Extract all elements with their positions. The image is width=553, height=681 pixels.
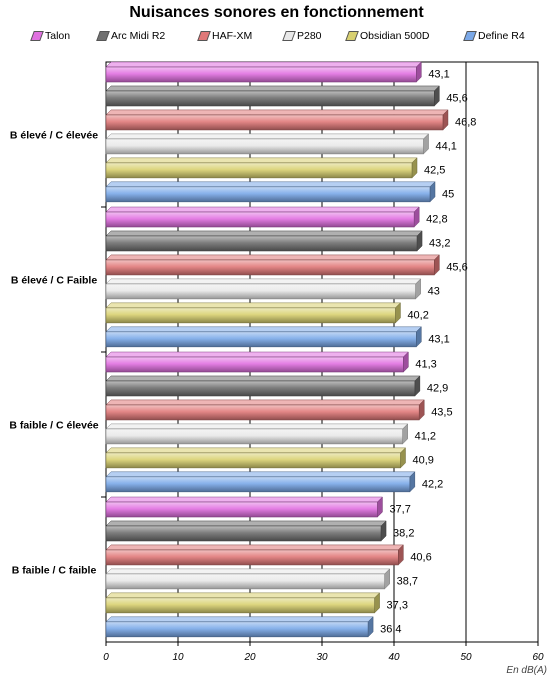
bar — [105, 356, 404, 373]
unit-label: En dB(A) — [506, 665, 547, 676]
bar — [105, 259, 435, 276]
category-label: B élevé / C élevée — [10, 130, 98, 142]
bar — [105, 307, 396, 324]
data-label: 45 — [442, 188, 454, 200]
bar-top-face — [105, 109, 449, 116]
bar-top-face — [105, 326, 422, 333]
bar — [105, 428, 403, 445]
bar-top-face — [105, 157, 418, 164]
data-label: 42,5 — [424, 164, 445, 176]
legend-item: Obsidian 500D — [345, 29, 430, 43]
bar-top-face — [105, 85, 440, 92]
bar-top-face — [105, 423, 409, 430]
bar — [105, 138, 424, 155]
category-label: B élevé / C Faible — [11, 275, 98, 287]
data-label: 41,3 — [415, 359, 436, 371]
data-label: 43,1 — [428, 333, 449, 345]
bar-top-face — [105, 206, 420, 213]
x-tick-label: 60 — [532, 652, 544, 663]
legend-item: HAF-XM — [197, 29, 253, 43]
data-label: 43,1 — [428, 69, 449, 81]
data-label: 45,6 — [446, 261, 467, 273]
data-label: 40,2 — [407, 309, 428, 321]
bar — [105, 549, 399, 566]
bar-top-face — [105, 375, 421, 382]
data-label: 42,8 — [426, 214, 447, 226]
legend-label: Define R4 — [478, 30, 525, 42]
bar-top-face — [105, 592, 381, 599]
bar — [105, 476, 411, 493]
legend-label: HAF-XM — [212, 30, 253, 42]
bar — [105, 90, 435, 107]
legend-item: Define R4 — [463, 29, 525, 43]
bar — [105, 331, 417, 348]
data-label: 46,8 — [455, 116, 476, 128]
bar — [105, 66, 417, 83]
data-label: 41,2 — [415, 430, 436, 442]
bar-top-face — [105, 133, 430, 140]
bar-top-face — [105, 61, 422, 68]
data-label: 37,3 — [387, 599, 408, 611]
legend-label: P280 — [297, 30, 322, 42]
bar-top-face — [105, 399, 425, 406]
bar-top-face — [105, 616, 374, 623]
bar — [105, 452, 401, 469]
bar — [105, 283, 416, 300]
x-tick-label: 0 — [103, 652, 109, 663]
bar-top-face — [105, 254, 440, 261]
bar — [105, 597, 375, 614]
bar-top-face — [105, 181, 436, 188]
data-label: 42,9 — [427, 382, 448, 394]
bar-top-face — [105, 351, 409, 358]
data-label: 40,9 — [412, 454, 433, 466]
bar-top-face — [105, 278, 422, 285]
bar — [105, 235, 418, 252]
bar-top-face — [105, 544, 404, 551]
bar — [105, 162, 413, 179]
legend-label: Talon — [45, 30, 71, 42]
data-label: 45,6 — [446, 92, 467, 104]
legend: Talon Arc Midi R2 HAF-XM P280 Obsidian 500D D… — [0, 29, 553, 47]
data-label: 36,4 — [380, 623, 401, 635]
bar — [105, 211, 415, 228]
x-tick-label: 30 — [316, 652, 328, 663]
x-tick-label: 10 — [172, 652, 184, 663]
bar — [105, 573, 385, 590]
bar-top-face — [105, 520, 387, 527]
data-label: 42,2 — [422, 478, 443, 490]
bar-top-face — [105, 230, 423, 237]
data-label: 43 — [428, 285, 440, 297]
x-tick-label: 20 — [243, 652, 256, 663]
bar-top-face — [105, 471, 416, 478]
bar — [105, 404, 420, 421]
bar — [105, 525, 382, 542]
bar — [105, 114, 444, 131]
bar — [105, 380, 416, 397]
data-label: 44,1 — [436, 140, 457, 152]
legend-item: Talon — [30, 29, 71, 43]
chart-title: Nuisances sonores en fonctionnement — [129, 4, 424, 21]
bar-top-face — [105, 568, 391, 575]
data-label: 43,5 — [431, 406, 452, 418]
legend-item: Arc Midi R2 — [96, 29, 166, 43]
data-label: 40,6 — [410, 551, 431, 563]
data-label: 37,7 — [389, 504, 410, 516]
bar — [105, 621, 369, 638]
data-label: 38,7 — [397, 575, 418, 587]
category-label: B faible / C élevée — [9, 420, 98, 432]
bar — [105, 501, 378, 518]
bar-top-face — [105, 302, 402, 309]
x-tick-label: 40 — [388, 652, 400, 663]
legend-item: P280 — [282, 29, 322, 43]
data-label: 38,2 — [393, 527, 414, 539]
x-tick-label: 50 — [460, 652, 472, 663]
data-label: 43,2 — [429, 237, 450, 249]
bar — [105, 186, 431, 203]
legend-label: Obsidian 500D — [360, 30, 430, 42]
bar-top-face — [105, 447, 407, 454]
bar-top-face — [105, 496, 384, 503]
legend-label: Arc Midi R2 — [111, 30, 166, 42]
category-label: B faible / C faible — [12, 565, 97, 577]
